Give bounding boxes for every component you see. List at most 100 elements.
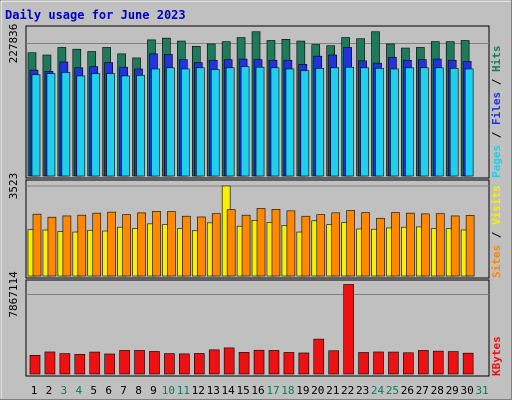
chart-panels: 227836 Pages / Files / Hits 3523 Sites / Vi… xyxy=(7,24,503,377)
bar-kbytes-day-18 xyxy=(283,352,295,375)
day-label-4: 4 xyxy=(75,384,82,397)
day-label-24: 24 xyxy=(371,384,385,397)
day-label-14: 14 xyxy=(222,384,236,397)
panel-frame xyxy=(25,179,490,279)
bar-pages-day-2 xyxy=(46,73,56,177)
bar-pages-day-1 xyxy=(31,74,41,177)
bar-sites-day-23 xyxy=(361,212,370,277)
panel-hits-files-pages: 227836 Pages / Files / Hits xyxy=(7,24,503,179)
bar-kbytes-day-4 xyxy=(74,354,86,375)
bar-pages-day-29 xyxy=(449,68,459,177)
panel-legend: Sites / Visits xyxy=(490,185,503,278)
max-value-label: 3523 xyxy=(7,173,20,200)
day-label-31: 31 xyxy=(475,384,488,397)
bar-pages-day-4 xyxy=(76,75,86,177)
day-label-18: 18 xyxy=(281,384,294,397)
day-label-1: 1 xyxy=(31,384,38,397)
day-label-5: 5 xyxy=(90,384,97,397)
day-label-8: 8 xyxy=(135,384,142,397)
max-value-label: 227836 xyxy=(7,24,20,64)
bar-sites-day-24 xyxy=(376,217,385,277)
bar-sites-day-3 xyxy=(62,215,72,277)
panel-kbytes: 7867114 KBytes xyxy=(7,271,503,377)
bar-pages-day-30 xyxy=(464,68,474,177)
bar-sites-day-6 xyxy=(107,211,116,277)
bar-sites-day-13 xyxy=(211,213,221,277)
bar-kbytes-day-19 xyxy=(298,352,310,375)
bar-pages-day-17 xyxy=(270,67,280,177)
bar-kbytes-day-29 xyxy=(447,351,459,375)
bar-pages-day-19 xyxy=(300,70,310,177)
bar-kbytes-day-28 xyxy=(432,350,444,375)
bar-pages-day-23 xyxy=(360,67,369,177)
bar-sites-day-26 xyxy=(406,212,415,277)
day-label-13: 13 xyxy=(207,384,220,397)
bar-kbytes-day-17 xyxy=(268,350,280,375)
max-value-label: 7867114 xyxy=(7,271,20,318)
bar-sites-day-9 xyxy=(152,211,161,277)
legend-hits: Hits xyxy=(490,46,503,73)
bar-sites-day-16 xyxy=(256,208,266,277)
day-label-2: 2 xyxy=(46,384,53,397)
bar-kbytes-day-26 xyxy=(403,352,414,375)
bar-kbytes-day-10 xyxy=(164,353,175,375)
bar-sites-day-11 xyxy=(182,215,191,277)
legend-files: Files xyxy=(490,92,503,125)
series-sites xyxy=(32,208,475,277)
bar-pages-day-18 xyxy=(285,68,295,177)
bar-kbytes-day-1 xyxy=(29,354,41,375)
bar-sites-day-7 xyxy=(122,214,131,277)
bar-kbytes-day-14 xyxy=(223,347,235,375)
day-label-21: 21 xyxy=(326,384,339,397)
bar-pages-day-15 xyxy=(240,66,250,177)
bar-pages-day-27 xyxy=(420,67,429,177)
bar-sites-day-2 xyxy=(47,216,57,277)
bar-kbytes-day-22 xyxy=(343,284,354,375)
bar-sites-day-28 xyxy=(435,213,445,277)
bar-kbytes-day-23 xyxy=(358,352,369,375)
bar-pages-day-21 xyxy=(330,67,340,177)
day-label-17: 17 xyxy=(266,384,279,397)
bar-sites-day-8 xyxy=(137,212,146,277)
chart-title: Daily usage for June 2023 xyxy=(5,8,186,22)
bar-sites-day-18 xyxy=(286,210,296,277)
bar-kbytes-day-20 xyxy=(313,338,325,375)
bar-kbytes-day-6 xyxy=(104,353,115,375)
bar-kbytes-day-24 xyxy=(373,351,384,375)
legend-separator: / xyxy=(490,125,503,145)
bar-kbytes-day-5 xyxy=(89,351,101,375)
bar-pages-day-9 xyxy=(151,68,160,177)
bar-kbytes-day-9 xyxy=(149,351,160,375)
series-visits xyxy=(27,185,470,277)
bar-pages-day-16 xyxy=(255,66,265,177)
bar-sites-day-1 xyxy=(32,213,42,277)
bar-pages-day-14 xyxy=(225,67,235,177)
day-label-25: 25 xyxy=(386,384,399,397)
bar-sites-day-27 xyxy=(421,213,430,277)
day-label-6: 6 xyxy=(105,384,112,397)
bar-sites-day-29 xyxy=(450,215,460,277)
bar-sites-day-12 xyxy=(196,216,206,277)
bar-pages-day-22 xyxy=(345,66,354,177)
bar-sites-day-30 xyxy=(465,215,475,277)
bar-kbytes-day-21 xyxy=(328,350,340,375)
bar-sites-day-25 xyxy=(391,212,400,277)
bar-kbytes-day-7 xyxy=(119,350,130,375)
bar-sites-day-17 xyxy=(271,209,281,277)
bar-sites-day-5 xyxy=(92,212,102,277)
panel-frame xyxy=(25,25,490,179)
day-label-28: 28 xyxy=(431,384,444,397)
day-label-15: 15 xyxy=(236,384,249,397)
bar-sites-day-14 xyxy=(226,209,236,277)
day-label-23: 23 xyxy=(356,384,369,397)
bar-pages-day-3 xyxy=(61,72,71,177)
bar-pages-day-28 xyxy=(434,67,444,177)
bar-pages-day-24 xyxy=(375,68,384,177)
series-pages xyxy=(31,66,474,177)
bar-sites-day-21 xyxy=(331,212,341,277)
bar-kbytes-day-25 xyxy=(388,351,399,375)
legend-separator: / xyxy=(490,225,503,245)
bar-kbytes-day-8 xyxy=(134,350,145,375)
bar-pages-day-12 xyxy=(195,67,205,177)
